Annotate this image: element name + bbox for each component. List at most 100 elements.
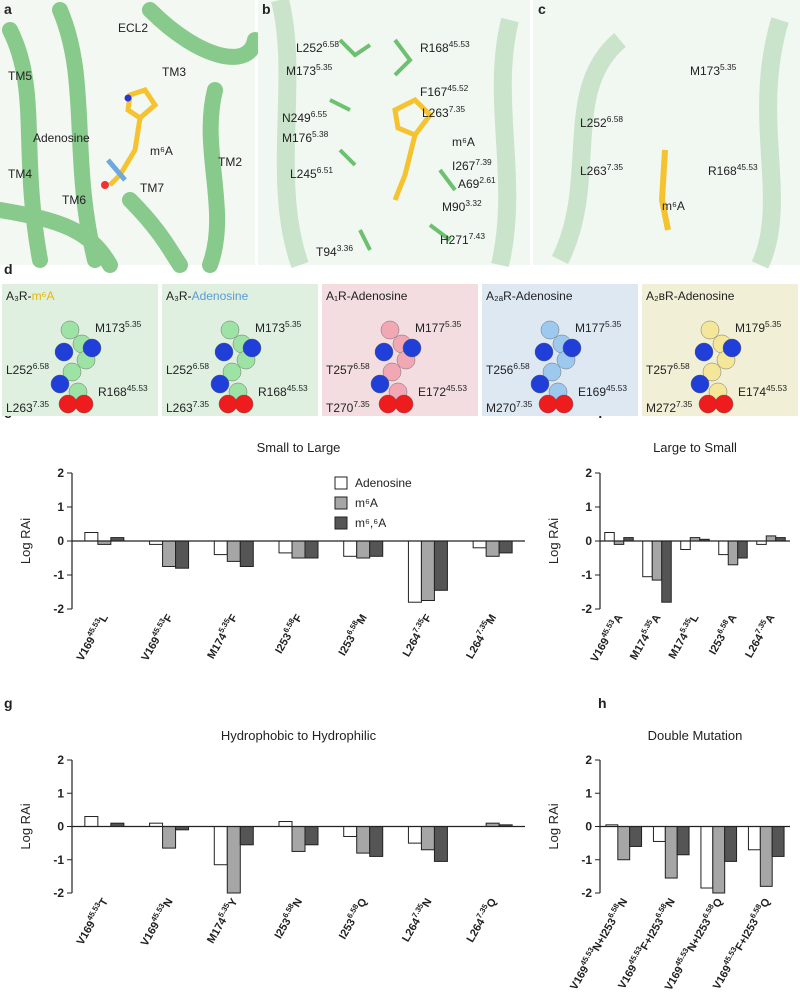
y-tick-label: -1 (53, 853, 64, 867)
label-part: L252 (166, 363, 193, 377)
structure-label: F16745.52 (420, 83, 469, 99)
label-part: V169 (75, 919, 98, 947)
y-tick-label: -2 (53, 886, 64, 900)
label-part: L252 (580, 116, 607, 130)
atom-sphere (698, 394, 718, 414)
bar (472, 540, 487, 549)
y-tick-label: -1 (581, 568, 592, 582)
bar (680, 540, 691, 550)
superscript: 7.35 (607, 162, 624, 172)
superscript: 6.58 (33, 361, 50, 371)
panel-d-title: A₂ʙR-Adenosine (646, 289, 735, 303)
residue-panel: A₂ʙR-Adenosine M1795.35 T2576.58 E17445.53 M… (642, 284, 798, 416)
atom-sphere (542, 362, 562, 382)
bar (433, 540, 448, 591)
structure-label: L2637.35 (422, 104, 465, 120)
bar (213, 826, 228, 866)
label-part: M174 (205, 915, 230, 946)
label-part: M173 (286, 64, 316, 78)
y-tick-label: 0 (585, 534, 592, 548)
residue-label: L2637.35 (166, 399, 209, 415)
label-part: H271 (440, 233, 469, 247)
y-tick-label: 0 (585, 820, 592, 834)
structure-label: R16845.53 (420, 39, 470, 55)
structure-label: H2717.43 (440, 231, 485, 247)
ligand (658, 149, 671, 231)
bar (407, 540, 422, 603)
bar (213, 540, 228, 556)
superscript: 5.35 (125, 319, 142, 329)
label-part: V169 (75, 635, 98, 663)
bar (407, 826, 422, 844)
atom-sphere (378, 394, 398, 414)
structure-label: L2456.51 (290, 165, 333, 181)
residue-label: M1775.35 (575, 319, 622, 335)
x-tick-label: V16945.53F (137, 611, 176, 663)
bar (291, 826, 306, 852)
y-axis-label: Log RAi (546, 803, 561, 849)
structure-label: T943.36 (316, 243, 353, 259)
label-part: T257 (326, 363, 354, 377)
label-part: V169 (568, 964, 591, 992)
panel-b-image (258, 0, 530, 265)
label-part: I253 (337, 633, 358, 658)
atom-sphere (82, 338, 102, 358)
y-tick-label: -1 (53, 568, 64, 582)
helices (0, 2, 263, 273)
bar (343, 540, 358, 557)
residue-label: E16945.53 (578, 383, 627, 399)
bar (485, 540, 500, 557)
y-tick-label: -1 (581, 853, 592, 867)
superscript: 45.53 (766, 383, 787, 393)
x-tick-label: L2647.35N (398, 895, 435, 944)
bar (737, 540, 748, 559)
structure-label: M1735.35 (690, 62, 737, 78)
superscript: 6.55 (311, 109, 328, 119)
structure-label: m⁶A (150, 144, 173, 158)
label-part: T257 (646, 363, 674, 377)
bar (727, 540, 739, 566)
structure-label: TM2 (218, 155, 242, 169)
superscript: 5.35 (765, 319, 782, 329)
atom-sphere (562, 338, 582, 358)
superscript: 3.36 (337, 243, 354, 253)
label-part: M177 (415, 321, 445, 335)
label-part: L263 (6, 401, 33, 415)
ligand (392, 96, 434, 201)
side-chains (329, 38, 457, 251)
label-part: V169 (711, 963, 734, 991)
x-tick-label: I2536.58M (334, 611, 370, 658)
label-part: M173 (255, 321, 285, 335)
label-part: I253 (337, 917, 358, 942)
y-axis-label: Log RAi (546, 518, 561, 564)
x-tick-label: L2647.35F (398, 611, 435, 659)
superscript: 45.53 (449, 39, 470, 49)
label-part: M174 (205, 631, 230, 662)
bar (239, 540, 254, 567)
atom-sphere (394, 394, 414, 414)
x-tick-label: L2647.35A (741, 611, 778, 660)
y-tick-label: 2 (585, 753, 592, 767)
label-part: A69 (458, 177, 480, 191)
panel-letter: h (598, 695, 607, 711)
superscript: 6.58 (513, 361, 530, 371)
residue-panel: A₃R-Adenosine M1735.35 L2526.58 R16845.53 L2… (162, 284, 318, 416)
x-tick-label: I2536.58N (270, 895, 305, 941)
superscript: 45.53 (737, 162, 758, 172)
y-tick-label: 1 (585, 786, 592, 800)
atom-sphere (554, 394, 574, 414)
residue-label: E17245.53 (418, 383, 467, 399)
residue-label: M1735.35 (95, 319, 142, 335)
superscript: 3.32 (465, 198, 482, 208)
label-part: M174 (667, 631, 692, 662)
residue-label: M2727.35 (646, 399, 693, 415)
residue-label: M1735.35 (255, 319, 302, 335)
atom-sphere (382, 362, 402, 382)
chart-title: Hydrophobic to Hydrophilic (221, 728, 377, 743)
ligand-name: Adenosine (192, 289, 249, 303)
label-part: L264 (401, 631, 424, 659)
label-part: N+I253 (591, 916, 619, 953)
label-part: F+I253 (733, 917, 761, 953)
label-part: R168 (258, 385, 287, 399)
